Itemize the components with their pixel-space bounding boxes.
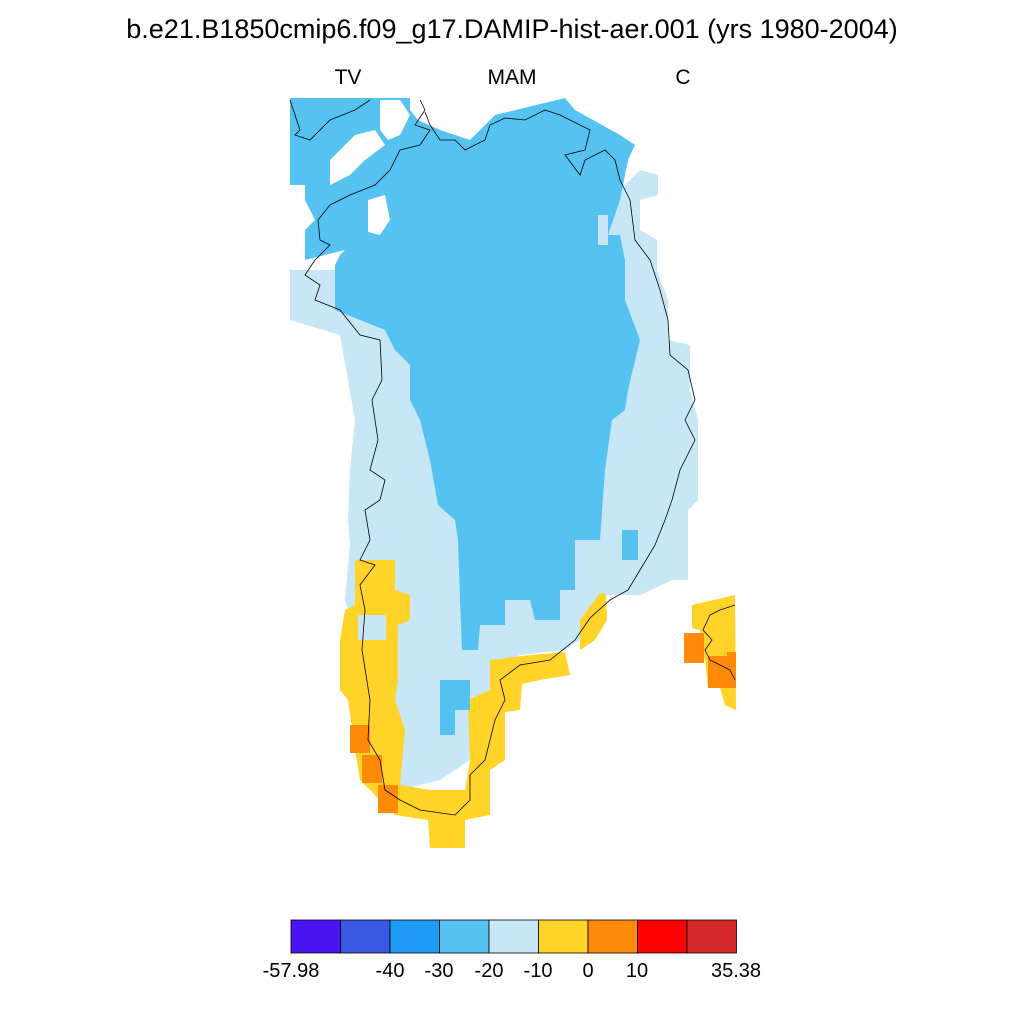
iceland-coastline xyxy=(702,604,736,681)
iceland-orange-3 xyxy=(727,652,736,684)
greenland-coastline xyxy=(289,99,696,816)
subtitle-right: C xyxy=(675,66,691,89)
colorbar-swatch-5 xyxy=(538,919,589,954)
colorbar-label-6: 10 xyxy=(625,960,649,982)
colorbar-swatch-6 xyxy=(587,919,638,954)
north-gap-1 xyxy=(380,100,410,140)
colorbar-swatch-7 xyxy=(637,919,688,954)
colorbar-swatch-0 xyxy=(290,919,341,954)
iceland-orange-1 xyxy=(684,633,704,663)
colorbar-label-1: -40 xyxy=(375,960,405,982)
region-dark-blue xyxy=(290,98,640,650)
colorbar-swatch-2 xyxy=(389,919,440,954)
region-yellow-south xyxy=(340,560,570,848)
subtitle-center: MAM xyxy=(487,66,537,89)
plot-title: b.e21.B1850cmip6.f09_g17.DAMIP-hist-aer.… xyxy=(126,14,898,44)
north-gap-4 xyxy=(290,185,305,205)
north-gap-2 xyxy=(330,130,385,185)
colorbar-label-3: -20 xyxy=(474,960,504,982)
orange-cell-1 xyxy=(350,725,370,753)
colorbar-swatch-3 xyxy=(439,919,490,954)
region-yellow-east xyxy=(580,593,607,650)
colorbar-label-5: 0 xyxy=(582,960,594,982)
east-strip-1 xyxy=(620,420,630,470)
colorbar-label-4: -10 xyxy=(523,960,553,982)
orange-cell-2 xyxy=(362,755,382,783)
colorbar-label-0: -57.98 xyxy=(262,960,320,982)
colorbar-swatch-1 xyxy=(340,919,391,954)
east-blue-spot xyxy=(622,530,638,560)
east-strip-3 xyxy=(598,215,608,245)
south-blue-island xyxy=(440,680,470,710)
orange-cell-3 xyxy=(378,785,398,813)
colorbar-swatch-4 xyxy=(488,919,539,954)
east-strip-2 xyxy=(630,455,645,483)
colorbar-label-7: 35.38 xyxy=(710,960,762,982)
north-gap-3 xyxy=(368,195,390,235)
south-blue-island-2 xyxy=(440,710,455,735)
colorbar-swatch-8 xyxy=(686,919,737,954)
subtitle-left: TV xyxy=(334,66,362,89)
colorbar-label-2: -30 xyxy=(424,960,454,982)
